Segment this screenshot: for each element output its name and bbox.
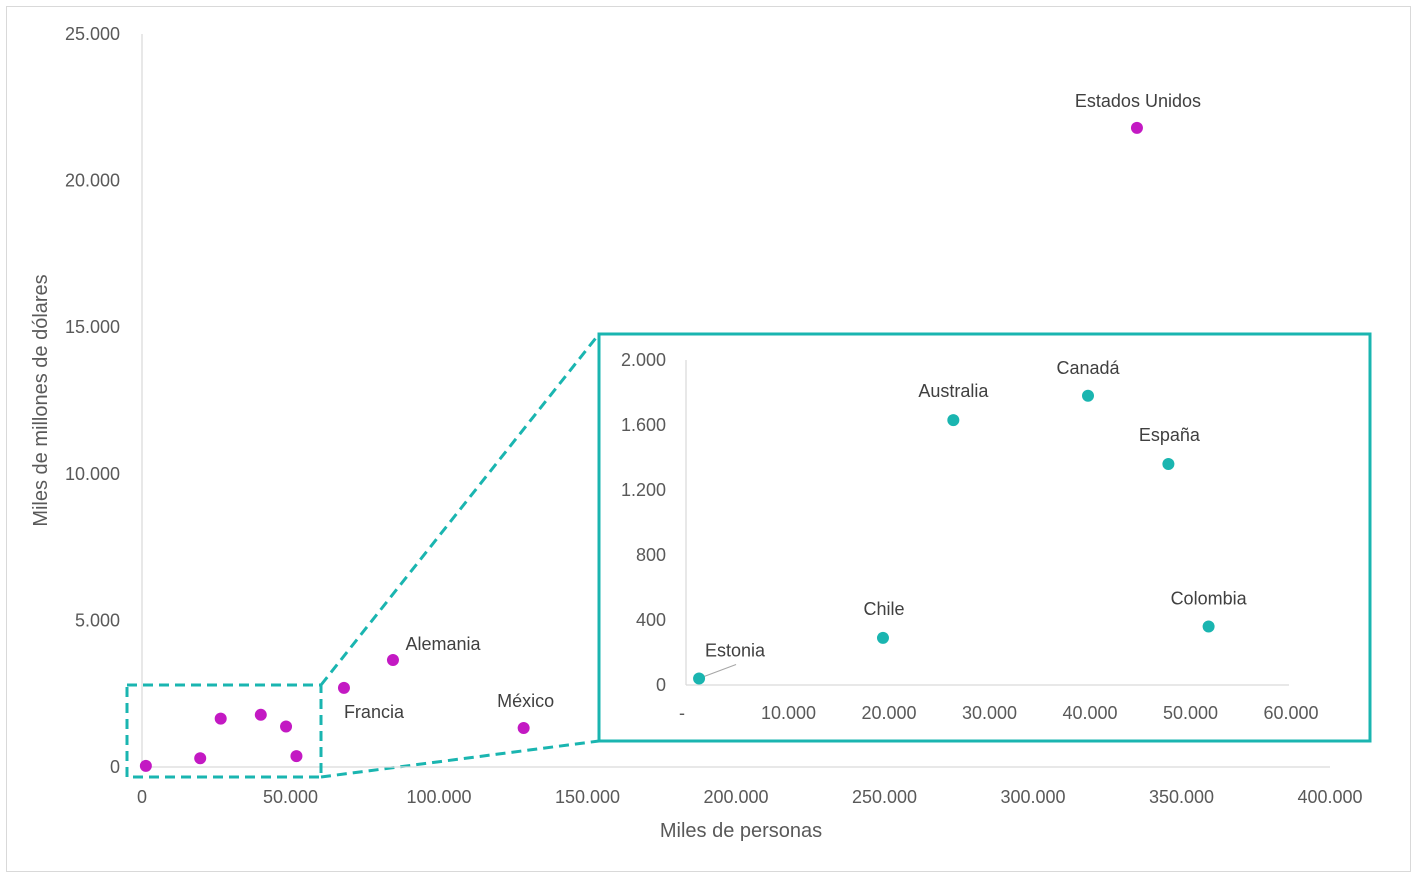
- main-data-label: Estados Unidos: [1075, 91, 1201, 111]
- inset-data-label: Canadá: [1056, 358, 1120, 378]
- main-x-tick-label: 200.000: [703, 787, 768, 807]
- inset-frame: [597, 332, 1372, 743]
- estonia-leader-line: [703, 664, 737, 677]
- main-data-label: Francia: [344, 702, 405, 722]
- main-plot-marks: Francia Alemania México Estados Unidos: [139, 91, 1201, 772]
- main-y-tick-label: 10.000: [65, 464, 120, 484]
- inset-x-tick-label: 20.000: [861, 703, 916, 723]
- main-x-tick-label: 0: [137, 787, 147, 807]
- inset-data-label: Australia: [918, 381, 989, 401]
- inset-y-tick-label: 800: [636, 545, 666, 565]
- main-data-point: [280, 720, 293, 733]
- zoom-region-box: [125, 683, 323, 779]
- main-y-tick-label: 20.000: [65, 171, 120, 191]
- inset-data-point: [1082, 389, 1094, 402]
- inset-plot-marks: Estonia Chile Australia Canadá España Colombi…: [693, 358, 1248, 685]
- inset-data-point: [693, 672, 706, 685]
- main-plot-axes: 0 5.000 10.000 15.000 20.000 25.000 0 50.000 100…: [30, 24, 1363, 842]
- inset-y-tick-label: 400: [636, 610, 666, 630]
- main-data-point: [517, 722, 530, 735]
- inset-x-tick-label: -: [679, 703, 685, 723]
- inset-y-tick-label: 1.600: [621, 415, 666, 435]
- chart-frame: [6, 6, 1411, 872]
- inset-x-tick-label: 50.000: [1163, 703, 1218, 723]
- zoom-connectors: [319, 333, 601, 779]
- main-data-point: [139, 759, 152, 772]
- main-y-tick-label: 15.000: [65, 317, 120, 337]
- main-x-axis-title: Miles de personas: [660, 820, 822, 842]
- main-y-tick-label: 25.000: [65, 24, 120, 44]
- main-y-tick-label: 0: [110, 757, 120, 777]
- inset-x-tick-label: 30.000: [962, 703, 1017, 723]
- inset-data-label: España: [1139, 425, 1201, 445]
- inset-data-point: [1162, 458, 1175, 470]
- inset-data-point: [1202, 620, 1215, 633]
- main-x-tick-label: 250.000: [852, 787, 917, 807]
- inset-y-tick-label: 0: [656, 675, 666, 695]
- inset-y-tick-label: 2.000: [621, 350, 666, 370]
- main-data-point: [386, 653, 399, 666]
- zoom-connector-bottom: [320, 739, 600, 779]
- main-x-tick-label: 100.000: [406, 787, 471, 807]
- main-x-tick-label: 150.000: [555, 787, 620, 807]
- main-x-tick-label: 400.000: [1297, 787, 1362, 807]
- inset-data-label: Chile: [863, 599, 904, 619]
- main-y-axis-title: Miles de millones de dólares: [30, 274, 52, 526]
- main-x-tick-label: 350.000: [1149, 787, 1214, 807]
- main-data-point: [290, 750, 303, 763]
- main-x-tick-label: 50.000: [263, 787, 318, 807]
- main-y-tick-label: 5.000: [75, 610, 120, 630]
- main-data-point: [254, 708, 267, 721]
- inset-data-label: Estonia: [705, 641, 766, 661]
- zoom-connector-top: [319, 333, 601, 686]
- inset-data-point: [876, 631, 889, 644]
- main-data-point: [337, 681, 350, 694]
- main-data-point: [194, 752, 207, 765]
- inset-plot-axes: 0 400 800 1.200 1.600 2.000 - 10.000 20.000 30.00…: [621, 350, 1319, 723]
- inset-data-point: [947, 414, 960, 427]
- inset-x-tick-label: 10.000: [761, 703, 816, 723]
- main-data-point: [214, 712, 227, 725]
- inset-data-label: Colombia: [1171, 589, 1248, 609]
- main-data-label: México: [497, 691, 554, 711]
- main-data-label: Alemania: [405, 634, 481, 654]
- main-x-tick-label: 300.000: [1000, 787, 1065, 807]
- main-data-point: [1130, 121, 1143, 134]
- inset-y-tick-label: 1.200: [621, 480, 666, 500]
- inset-x-tick-label: 40.000: [1062, 703, 1117, 723]
- inset-x-tick-label: 60.000: [1263, 703, 1318, 723]
